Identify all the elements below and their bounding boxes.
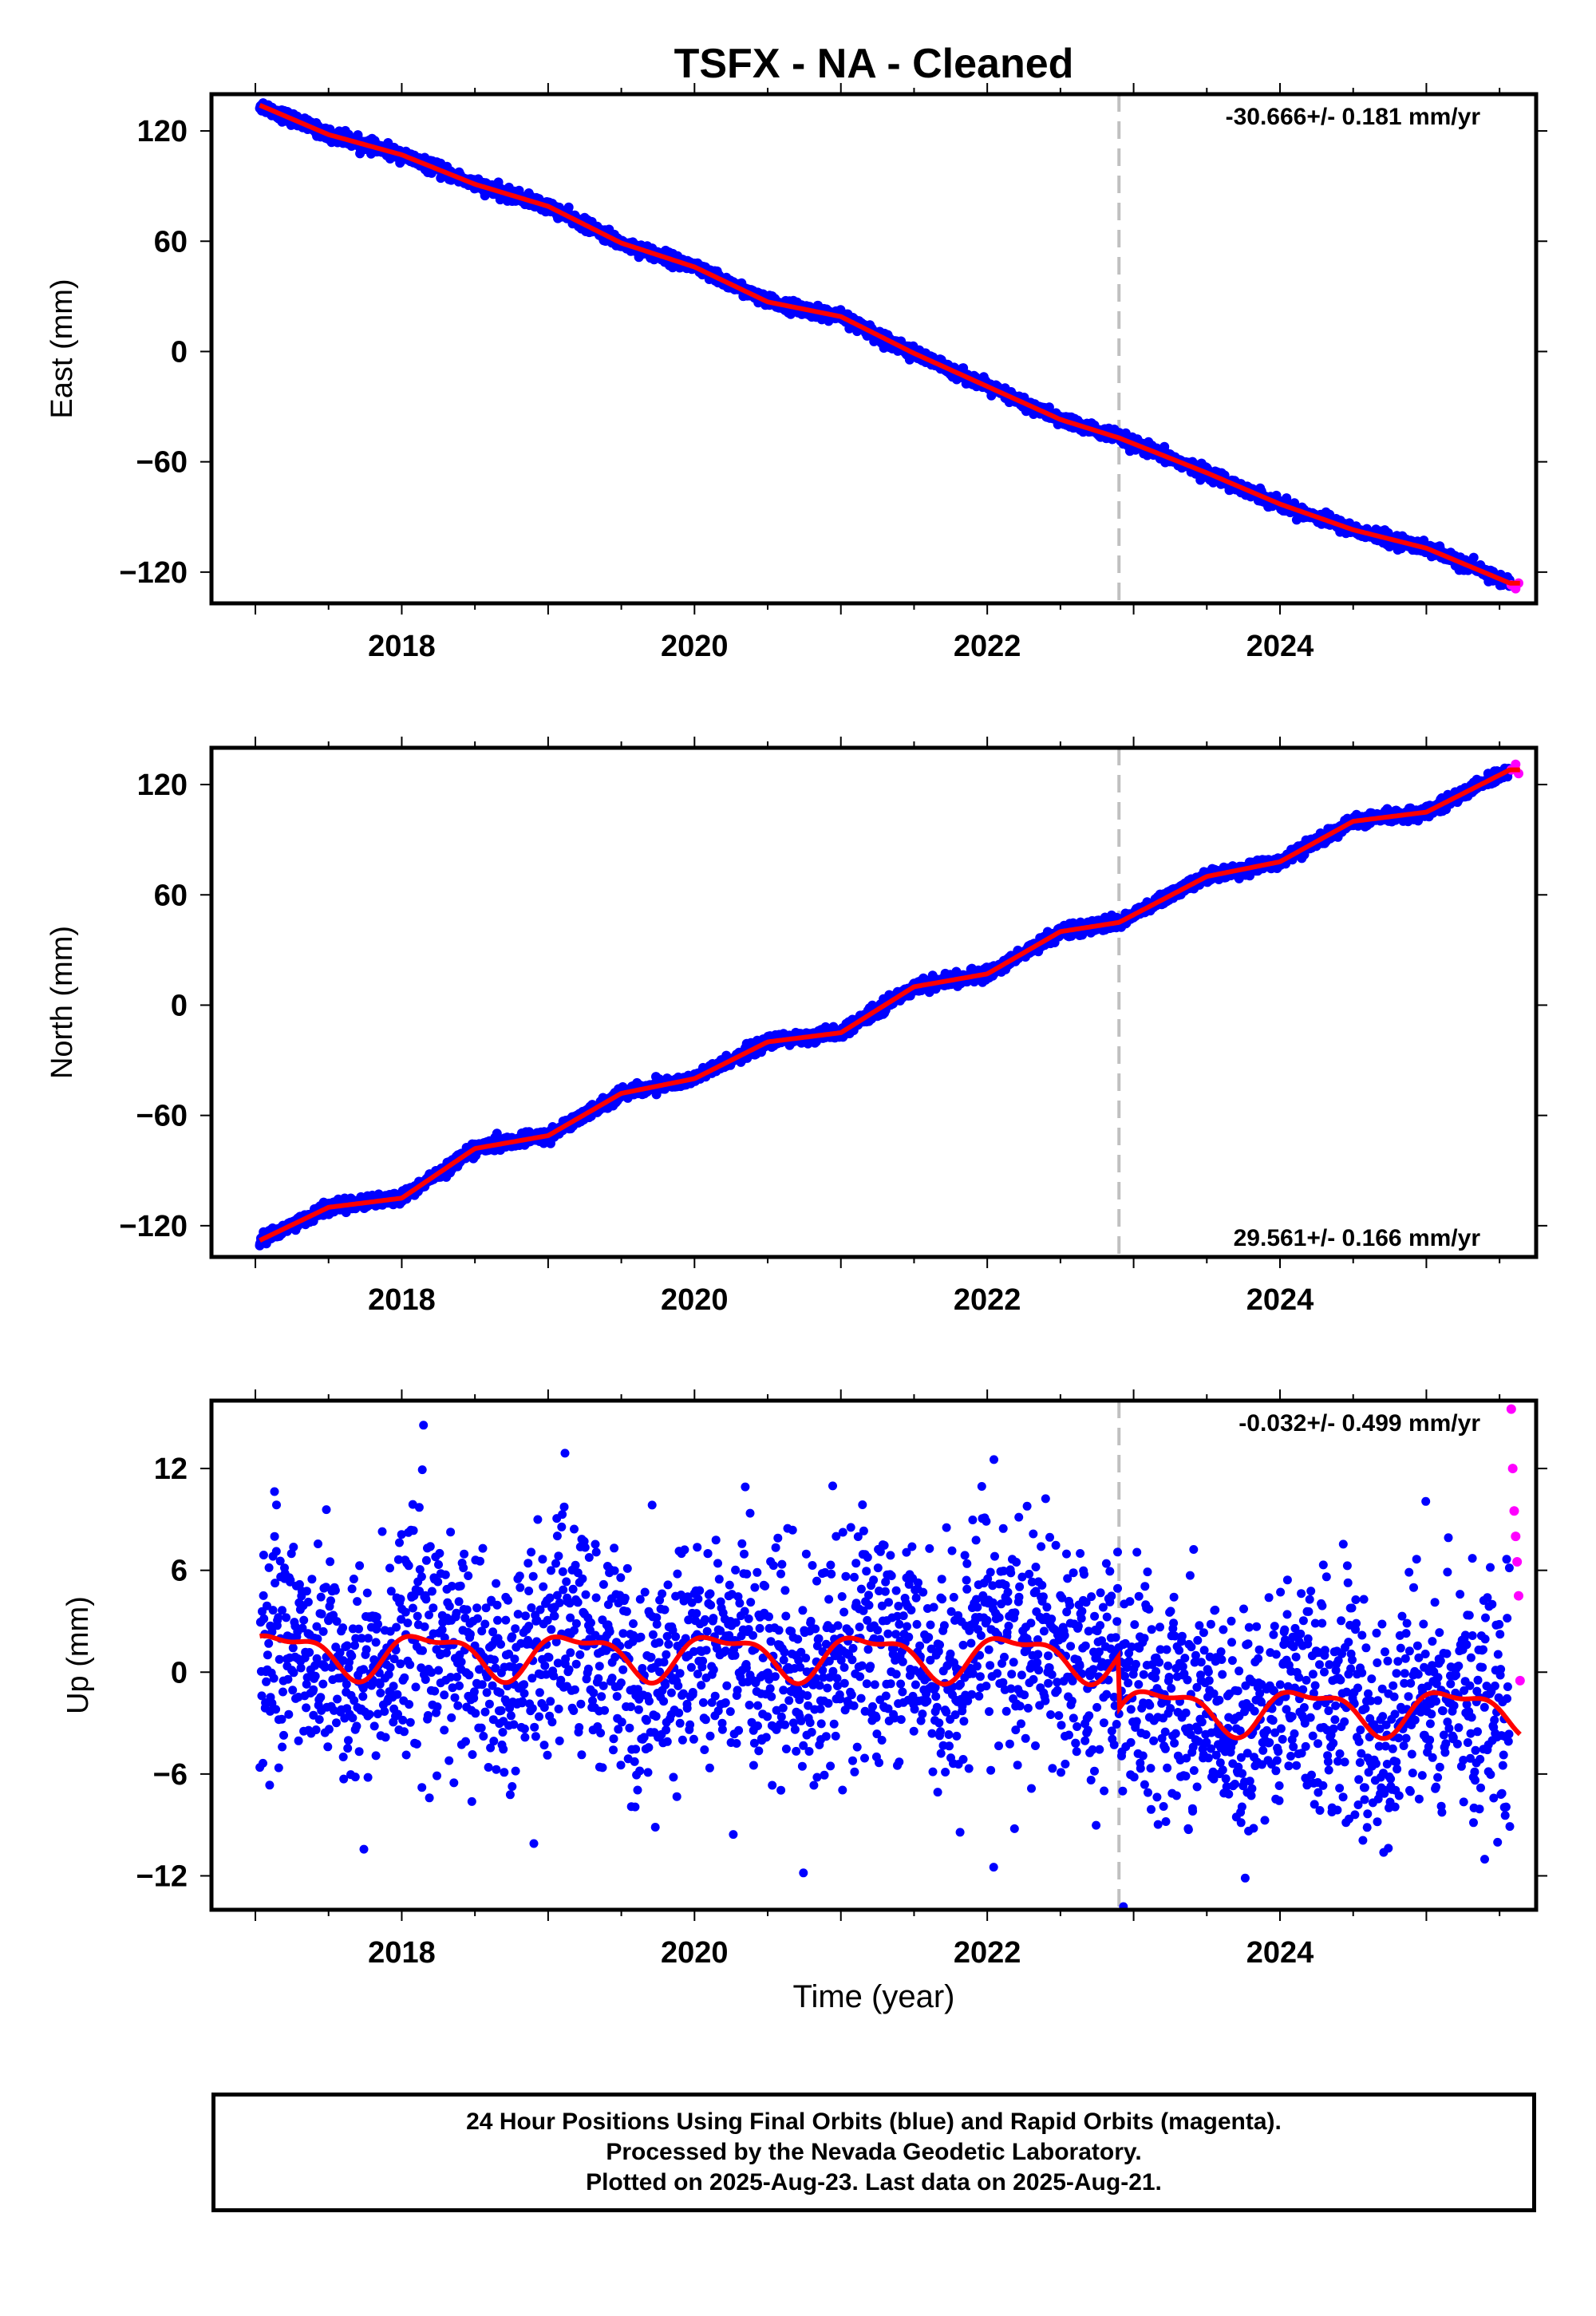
y-tick-label: 60 — [154, 225, 188, 259]
y-axis-label: East (mm) — [45, 279, 79, 418]
y-tick-label: −60 — [136, 446, 188, 480]
model-line — [259, 103, 1520, 586]
final-orbit-point — [492, 1128, 502, 1139]
panel-east: 2018 2020 2022 2024 −120 −60 0 60 120 East (mm) -3… — [45, 83, 1547, 663]
x-tick-label: 2018 — [368, 630, 436, 663]
y-tick-label: 0 — [171, 335, 188, 369]
chart-title: TSFX - NA - Cleaned — [674, 41, 1074, 87]
x-tick-label: 2022 — [954, 630, 1021, 663]
rate-annotation: -30.666+/- 0.181 mm/yr — [1226, 104, 1481, 130]
y-tick-label: 120 — [137, 115, 188, 148]
x-tick-label: 2020 — [661, 630, 729, 663]
y-tick-label: −120 — [119, 556, 188, 590]
final-orbit-point — [1468, 552, 1479, 563]
plot-frame — [209, 92, 1539, 606]
x-tick-label: 2024 — [1246, 630, 1314, 663]
final-orbit-point — [563, 202, 574, 212]
